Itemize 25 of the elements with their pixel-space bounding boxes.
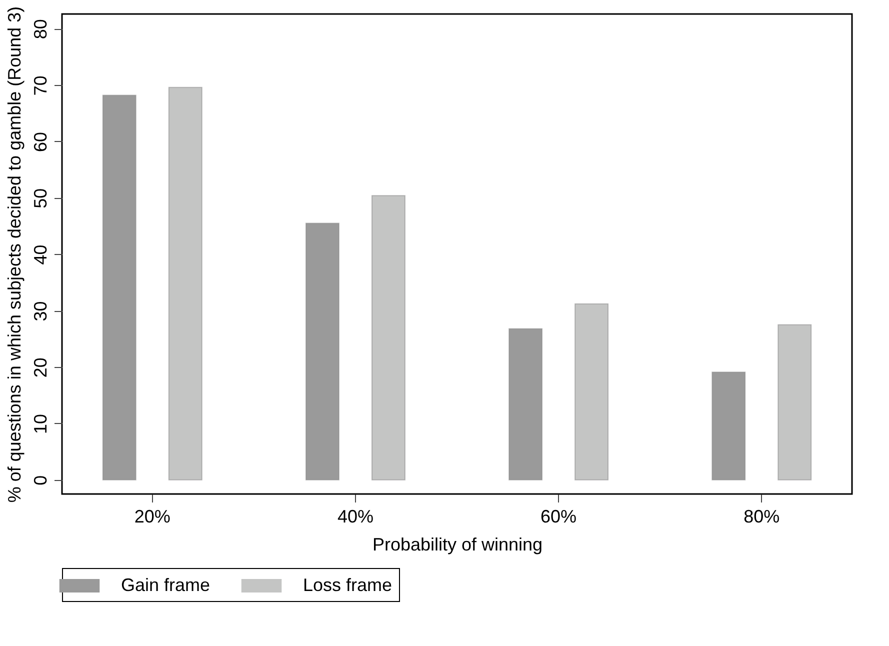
bar (574, 303, 609, 480)
bar (778, 324, 812, 480)
x-tick-label: 40% (337, 506, 374, 526)
y-tick-label: 60 (30, 132, 50, 152)
x-tick-label: 20% (134, 506, 170, 526)
bar (371, 195, 406, 480)
bar (508, 328, 543, 480)
y-tick-label: 40 (30, 244, 50, 265)
bar (305, 222, 340, 480)
y-tick-label: 0 (30, 475, 50, 486)
x-axis-title: Probability of winning (372, 534, 543, 554)
y-tick-label: 20 (30, 358, 50, 378)
bar (102, 94, 136, 480)
y-tick-label: 50 (30, 188, 50, 208)
x-tick-label: 80% (744, 506, 780, 526)
x-tick-label: 60% (540, 506, 577, 526)
legend-label: Loss frame (303, 574, 392, 595)
y-tick-label: 10 (30, 414, 50, 434)
legend-label: Gain frame (121, 574, 210, 595)
y-axis-title: % of questions in which subjects decided to gamble (Round 3) (4, 6, 24, 503)
y-tick-label: 70 (30, 76, 50, 96)
bar (168, 86, 202, 480)
y-tick-label: 80 (30, 19, 50, 40)
bar (712, 372, 746, 480)
y-tick-label: 30 (30, 301, 50, 322)
